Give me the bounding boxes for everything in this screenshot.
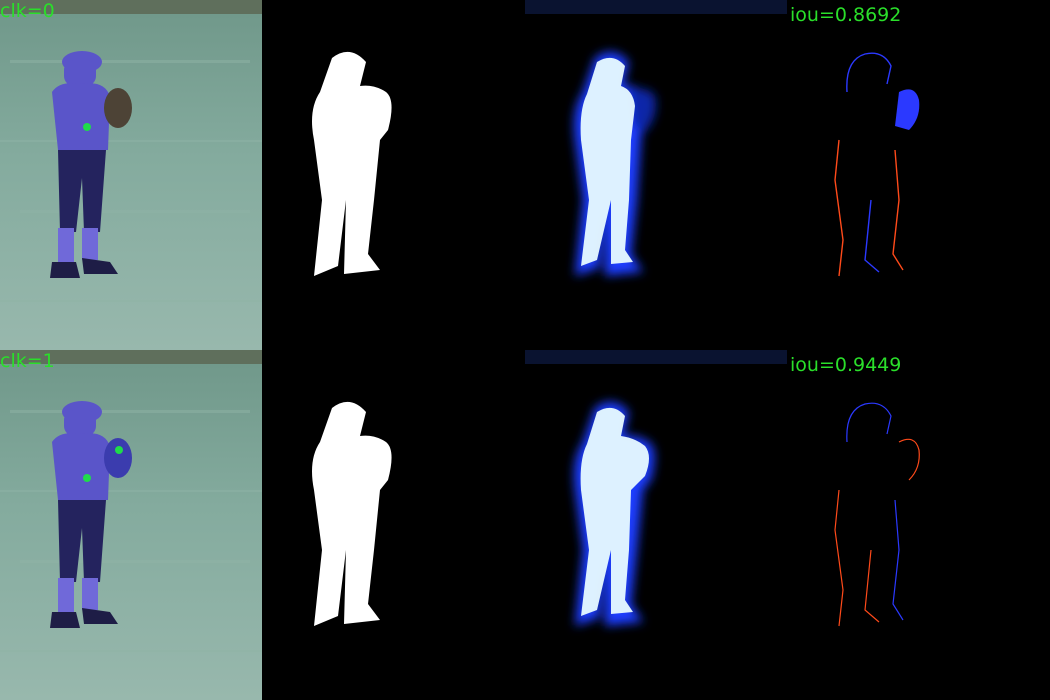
iou-score-label: iou=0.8692 [790,4,902,26]
prediction-heatmap-panel [525,350,787,700]
input-photo [0,350,262,700]
error-map-panel: iou=0.8692 [787,0,1050,350]
prediction-heatmap [525,0,787,350]
green-dot-icon [115,446,123,454]
ground-truth-mask-panel [262,350,525,700]
iou-score-label: iou=0.9449 [790,354,902,376]
click-count-label: clk=1 [0,350,55,372]
input-photo-panel: clk=1 [0,350,262,700]
child-figure-overlay [50,51,118,278]
row-click-0: clk=0 [0,0,1050,350]
glove [104,438,132,478]
ground-truth-mask-panel [262,0,525,350]
input-photo-panel: clk=0 [0,0,262,350]
ground-truth-mask [262,350,525,700]
prediction-heatmap [525,350,787,700]
click-count-label: clk=0 [0,0,55,22]
error-map-panel: iou=0.9449 [787,350,1050,700]
green-dot-icon [83,474,91,482]
prediction-heatmap-panel [525,0,787,350]
error-map [787,0,1050,350]
child-figure-overlay [50,401,132,628]
error-map [787,350,1050,700]
glove [104,88,132,128]
row-click-1: clk=1 [0,350,1050,700]
input-photo [0,0,262,350]
ground-truth-mask [262,0,525,350]
green-dot-icon [83,123,91,131]
